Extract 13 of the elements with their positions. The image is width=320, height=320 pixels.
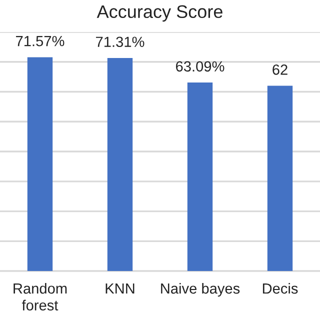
data-label: 71.57%: [16, 36, 64, 46]
x-tick-label: Decis: [262, 282, 298, 294]
chart-title: Accuracy Score: [96, 5, 222, 22]
x-tick-label: Naive bayes: [161, 282, 240, 297]
bar: [107, 58, 133, 272]
data-label: 71.31%: [96, 36, 144, 48]
bar: [187, 82, 213, 272]
data-label: 62: [272, 64, 288, 75]
bar: [267, 86, 293, 272]
x-tick-label: KNN: [106, 284, 134, 294]
bar: [27, 57, 53, 272]
x-tick-label: Random forest: [14, 282, 67, 310]
data-label: 63.09%: [176, 61, 224, 72]
